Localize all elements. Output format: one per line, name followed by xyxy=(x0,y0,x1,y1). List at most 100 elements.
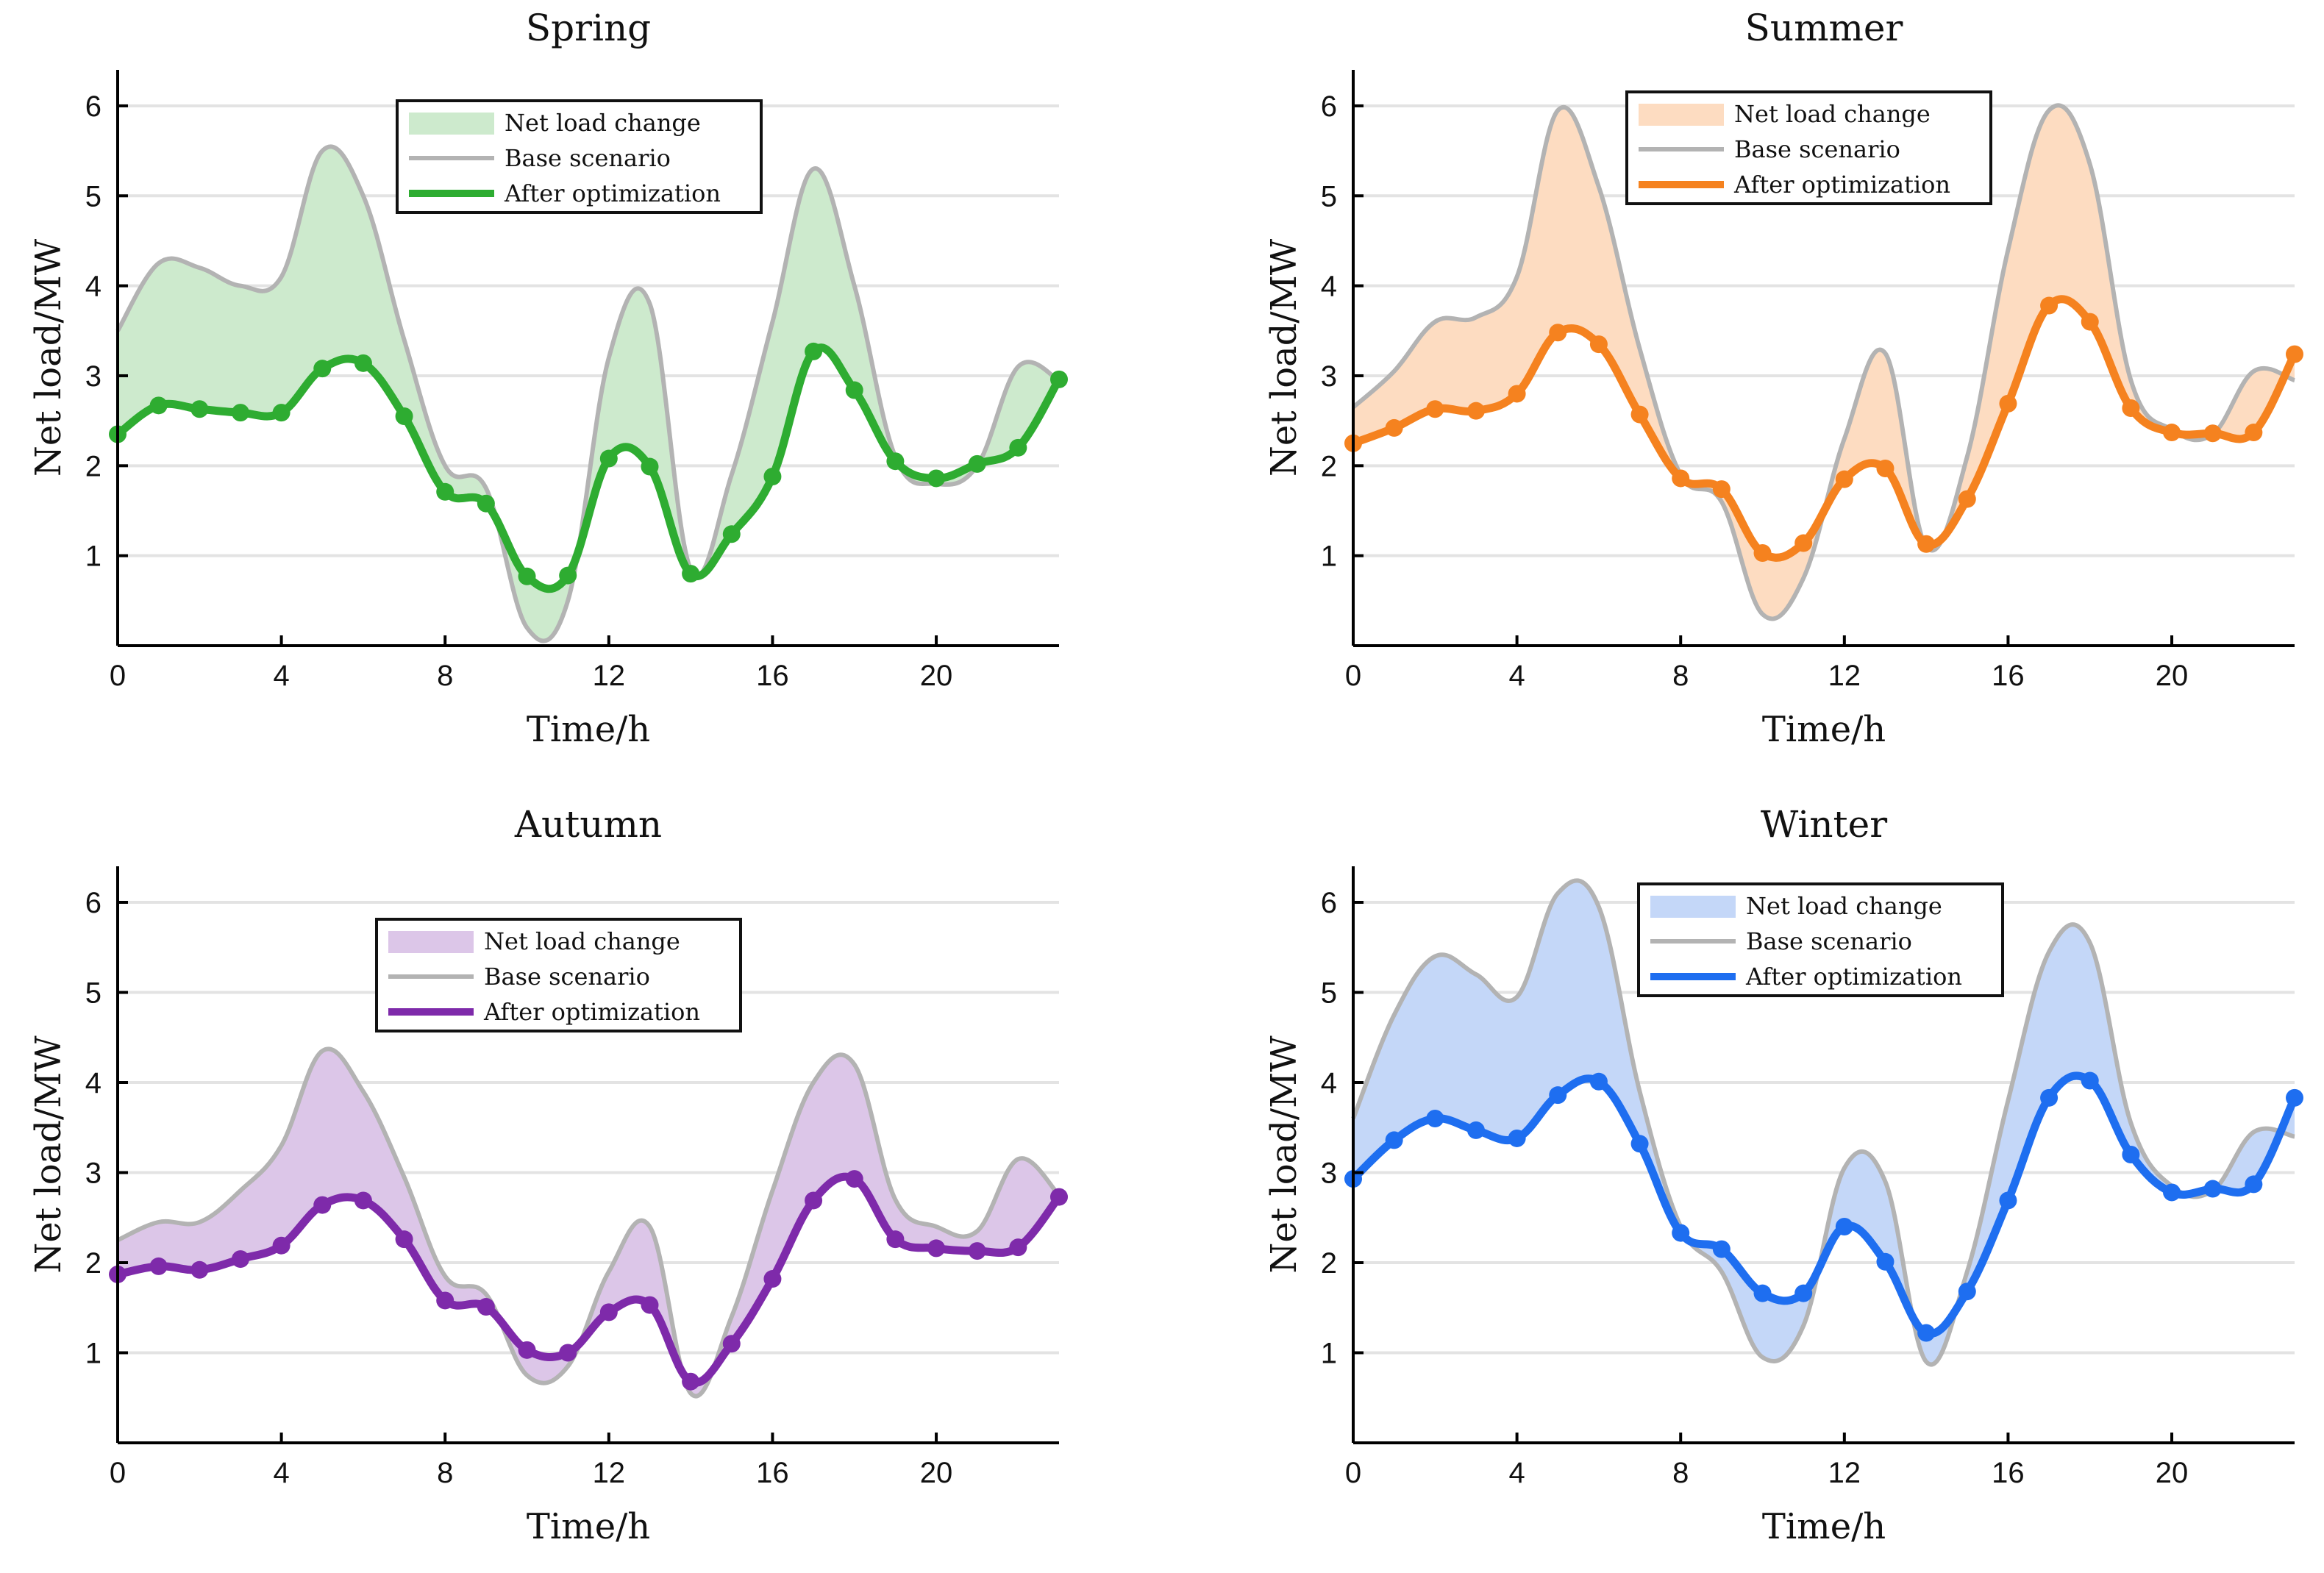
x-tick-label: 0 xyxy=(110,660,126,692)
data-point xyxy=(1712,1240,1730,1258)
data-point xyxy=(1589,335,1608,354)
legend-label: Net load change xyxy=(1746,892,1942,920)
data-point xyxy=(1630,405,1649,424)
y-tick-label: 1 xyxy=(85,541,101,573)
data-point xyxy=(1050,1188,1068,1206)
data-point xyxy=(2245,1175,2263,1194)
data-point xyxy=(722,1335,741,1353)
data-point xyxy=(2245,424,2263,442)
data-point xyxy=(518,1341,536,1359)
data-point xyxy=(2286,345,2303,363)
data-point xyxy=(1672,469,1690,488)
data-point xyxy=(641,457,659,476)
data-point xyxy=(1712,480,1730,499)
net-load-change-area xyxy=(1353,880,2295,1365)
data-point xyxy=(2040,296,2059,315)
legend-label: Base scenario xyxy=(484,963,650,991)
data-point xyxy=(1466,402,1485,420)
legend-label: Base scenario xyxy=(1746,927,1912,955)
y-axis-label: Net load/MW xyxy=(28,238,69,477)
base-scenario-line xyxy=(115,144,1061,643)
y-tick-label: 5 xyxy=(85,180,101,213)
x-tick-label: 8 xyxy=(437,660,453,692)
data-point xyxy=(231,1250,249,1269)
y-tick-label: 3 xyxy=(1321,1158,1337,1190)
legend-label: After optimization xyxy=(1745,963,1962,991)
data-point xyxy=(599,1303,618,1321)
data-point xyxy=(968,454,986,473)
data-point xyxy=(927,469,946,488)
y-tick-label: 5 xyxy=(85,977,101,1010)
data-point xyxy=(477,1298,495,1316)
data-point xyxy=(272,404,290,422)
x-tick-label: 16 xyxy=(1992,1457,2025,1489)
x-tick-label: 20 xyxy=(920,660,953,692)
x-tick-label: 12 xyxy=(1828,1457,1861,1489)
data-point xyxy=(682,565,700,583)
x-axis-label: Time/h xyxy=(527,1506,650,1547)
base-scenario-line xyxy=(116,1046,1061,1399)
data-point xyxy=(354,1191,372,1210)
data-point xyxy=(2122,1146,2140,1163)
x-tick-label: 16 xyxy=(1992,660,2025,692)
data-point xyxy=(1630,1135,1649,1153)
y-tick-label: 1 xyxy=(1321,1338,1337,1370)
legend-swatch-fill xyxy=(1639,104,1724,126)
legend-swatch-fill xyxy=(409,113,494,135)
data-point xyxy=(1589,1072,1608,1091)
x-tick-label: 12 xyxy=(1828,660,1861,692)
y-tick-label: 2 xyxy=(85,450,101,482)
y-tick-label: 4 xyxy=(85,271,101,303)
chart-title: Spring xyxy=(526,7,651,49)
data-point xyxy=(2040,1088,2059,1107)
y-tick-label: 1 xyxy=(1321,541,1337,573)
legend: Net load change Base scenario After optimi… xyxy=(396,99,763,214)
x-tick-label: 20 xyxy=(920,1457,953,1489)
data-point xyxy=(1999,394,2017,413)
chart-title: Summer xyxy=(1745,7,1903,49)
legend-label: Net load change xyxy=(505,109,701,137)
legend-label: Net load change xyxy=(1734,100,1931,128)
net-load-change-area xyxy=(118,1049,1059,1397)
data-point xyxy=(1753,1284,1772,1302)
data-point xyxy=(1794,1284,1813,1302)
x-tick-label: 16 xyxy=(756,660,789,692)
base-scenario-line xyxy=(1352,103,2296,621)
y-axis-label: Net load/MW xyxy=(1263,1035,1305,1274)
data-point xyxy=(1466,1121,1485,1139)
legend-label: After optimization xyxy=(504,179,721,207)
data-point xyxy=(1508,1129,1526,1147)
data-point xyxy=(1999,1191,2017,1210)
y-tick-label: 5 xyxy=(1321,977,1337,1010)
data-point xyxy=(1009,1238,1027,1257)
legend-swatch-fill xyxy=(388,931,474,953)
data-point xyxy=(1917,535,1936,553)
net-load-change-area xyxy=(1353,105,2295,619)
legend: Net load change Base scenario After optimi… xyxy=(1637,882,2004,997)
x-tick-label: 0 xyxy=(1345,1457,1361,1489)
y-tick-label: 3 xyxy=(1321,360,1337,393)
y-axis-label: Net load/MW xyxy=(1263,238,1305,477)
data-point xyxy=(641,1296,659,1314)
data-point xyxy=(1426,1110,1444,1127)
y-tick-label: 3 xyxy=(85,1158,101,1190)
y-tick-label: 5 xyxy=(1321,180,1337,213)
data-point xyxy=(1549,324,1567,342)
data-point xyxy=(1794,534,1813,552)
y-tick-label: 1 xyxy=(85,1338,101,1370)
data-point xyxy=(2081,1071,2099,1090)
data-point xyxy=(1426,400,1444,418)
data-point xyxy=(968,1242,986,1260)
net-load-change-area xyxy=(118,146,1059,641)
x-tick-label: 20 xyxy=(2156,1457,2189,1489)
data-point xyxy=(2203,1180,2222,1198)
x-tick-label: 20 xyxy=(2156,660,2189,692)
data-point xyxy=(805,342,823,360)
data-point xyxy=(763,1270,782,1288)
data-point xyxy=(1385,1131,1403,1149)
x-axis-label: Time/h xyxy=(1762,1506,1886,1547)
